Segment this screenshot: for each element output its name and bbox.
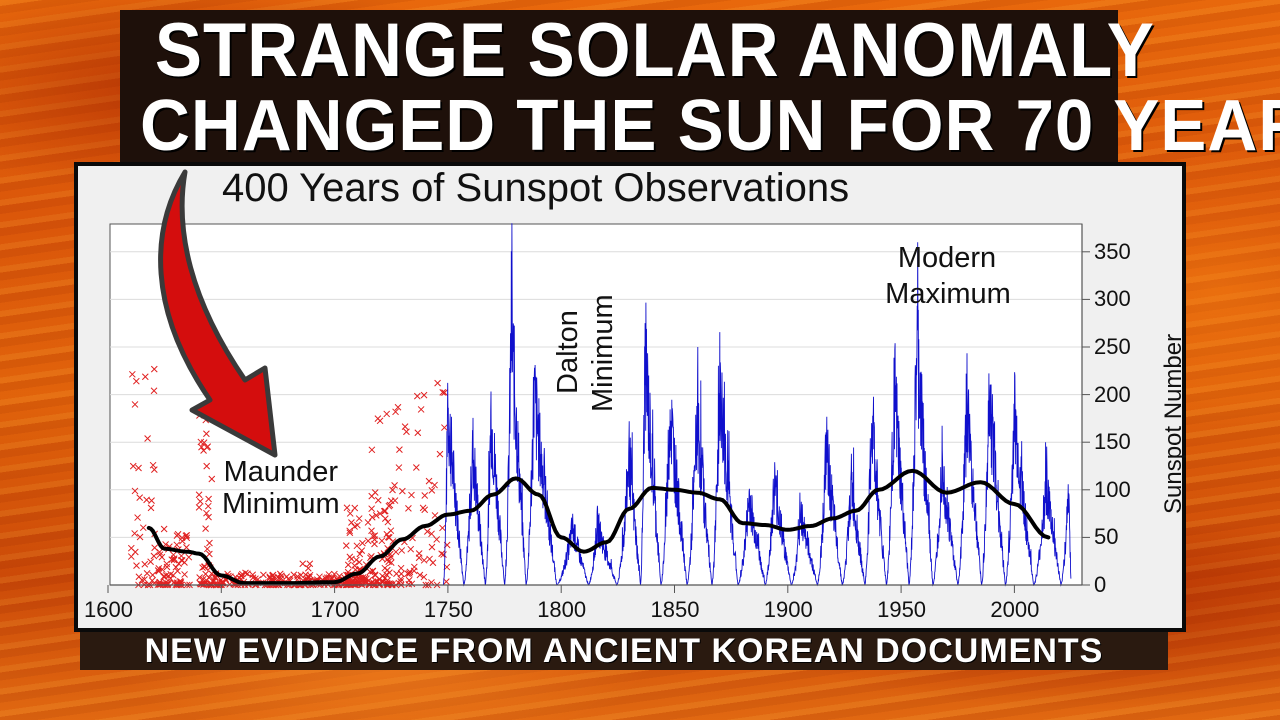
maunder-line-1: Maunder: [223, 456, 339, 488]
y-tick-label: 250: [1094, 334, 1131, 359]
headline-line-1: STRANGE SOLAR ANOMALY: [154, 8, 1155, 93]
x-tick-label: 1650: [197, 597, 247, 622]
y-tick-label: 350: [1094, 238, 1131, 264]
x-tick-label: 1950: [877, 597, 927, 622]
title-banner: STRANGE SOLAR ANOMALY CHANGED THE SUN FO…: [120, 8, 1280, 166]
x-tick-label: 1600: [84, 597, 133, 622]
headline-line-2: CHANGED THE SUN FOR 70 YEARS: [139, 86, 1280, 166]
red-arrow-icon: [158, 169, 278, 458]
x-tick-label: 1850: [650, 597, 700, 622]
modern-maximum-label-1: Modern: [897, 242, 997, 274]
y-tick-label: 200: [1094, 381, 1131, 407]
subtitle-banner: NEW EVIDENCE FROM ANCIENT KOREAN DOCUMEN…: [80, 632, 1168, 670]
x-tick-label: 1700: [310, 597, 360, 622]
y-axis-label: Sunspot Number: [1160, 333, 1187, 514]
chart-title: 400 Years of Sunspot Observations: [222, 166, 850, 210]
modern-maximum-label-2: Maximum: [885, 278, 1011, 310]
smoothed-trend: [146, 468, 1051, 586]
y-tick-label: 150: [1094, 429, 1131, 455]
x-tick-label: 1900: [763, 597, 813, 622]
y-tick-label: 0: [1094, 572, 1107, 597]
x-tick-label: 1800: [537, 597, 587, 622]
telescopic-series: [442, 223, 1072, 587]
y-tick-label: 300: [1094, 286, 1131, 312]
dalton-minimum-label-2: Minimum: [587, 294, 619, 412]
subtitle-text: NEW EVIDENCE FROM ANCIENT KOREAN DOCUMEN…: [144, 632, 1104, 670]
x-tick-label: 2000: [990, 597, 1040, 622]
maunder-minimum-label: Maunder Minimum: [222, 456, 340, 520]
maunder-line-2: Minimum: [222, 488, 340, 520]
dalton-minimum-label-1: Dalton: [552, 310, 584, 394]
y-tick-label: 100: [1094, 476, 1131, 502]
x-tick-label: 1750: [423, 597, 473, 622]
y-tick-label: 50: [1094, 524, 1119, 550]
